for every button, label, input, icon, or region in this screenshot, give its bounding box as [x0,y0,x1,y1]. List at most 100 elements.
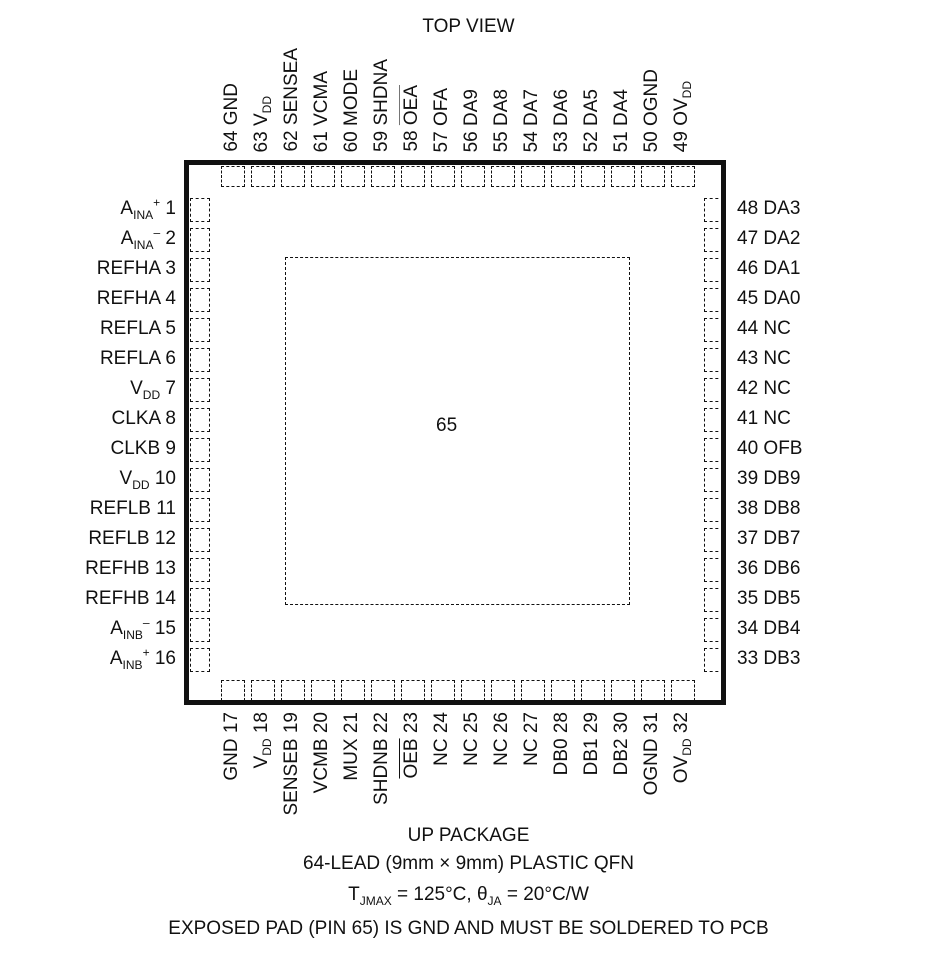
pin-name: CLKA [111,408,161,429]
pin-label-31: OGND 31 [641,712,664,796]
pin-name: V [251,755,272,769]
pin-pad-10 [190,468,210,492]
pin-pad-32 [671,680,695,701]
pin-name: DA1 [763,258,801,279]
pin-label-49: 49 OVDD [671,81,694,152]
pin-label-63: 63 VDD [251,95,274,152]
pin-number: 23 [401,712,422,734]
pin-number: 54 [521,130,542,152]
pin-name-superscript: + [142,645,150,660]
pin-number: 18 [251,712,272,734]
pin-label-34: 34 DB4 [737,619,800,639]
pin-number: 9 [165,438,176,459]
pin-pad-3 [190,258,210,282]
pin-pad-23 [401,680,425,701]
pin-pad-53 [551,166,575,187]
pin-pad-26 [491,680,515,701]
pin-label-17: GND 17 [221,712,244,781]
pin-number: 29 [581,712,602,734]
pin-label-48: 48 DA3 [737,199,800,219]
pin-pad-35 [704,588,724,612]
pin-name: OEB [401,738,422,779]
pin-number: 5 [165,318,176,339]
pin-name: DB4 [763,618,801,639]
pin-label-10: VDD 10 [120,468,176,492]
pin-number: 52 [581,130,602,152]
pin-name: OGND [641,68,662,126]
pin-number: 46 [737,258,759,279]
pin-name: OEA [401,85,422,126]
pin-name: REFLA [99,318,161,339]
pin-label-7: VDD 7 [130,378,176,401]
pin-name-subscript: DD [259,738,274,756]
pin-pad-43 [704,348,724,372]
pin-pad-12 [190,528,210,552]
pin-number: 31 [641,712,662,734]
pin-label-14: REFHB 14 [85,589,176,609]
pin-number: 25 [461,712,482,734]
pin-name: DA2 [763,228,801,249]
pin-number: 35 [737,588,759,609]
pin-label-27: NC 27 [521,712,544,766]
pin-number: 10 [154,468,176,489]
pin-name-subscript: INA [133,237,154,252]
pin-number: 45 [737,288,759,309]
pin-number: 8 [165,408,176,429]
pin-number: 3 [165,258,176,279]
pin-label-40: 40 OFB [737,439,802,459]
pin-label-19: SENSEB 19 [281,712,304,816]
pin-label-42: 42 NC [737,379,791,399]
pin-label-28: DB0 28 [551,712,574,775]
pin-name: REFHA [96,258,161,279]
pin-number: 48 [737,198,759,219]
pin-label-32: OVDD 32 [671,712,694,783]
pin-name: DB6 [763,558,801,579]
pin-pad-37 [704,528,724,552]
pin-name: NC [491,738,512,766]
pin-pad-61 [311,166,335,187]
pin-number: 13 [154,558,176,579]
pin-label-15: AINB– 15 [110,617,176,641]
pin-name: OGND [641,738,662,796]
pin-label-3: REFHA 3 [97,259,176,279]
pin-label-46: 46 DA1 [737,259,800,279]
pin-name: V [130,378,143,399]
pin-label-54: 54 DA7 [521,89,544,152]
pin-name-subscript: DD [259,95,274,113]
pin-label-47: 47 DA2 [737,229,800,249]
pin-label-18: VDD 18 [251,712,274,769]
pin-name: OV [671,98,692,126]
pin-label-30: DB2 30 [611,712,634,775]
pin-label-53: 53 DA6 [551,89,574,152]
pin-name-subscript: INB [122,657,143,672]
pin-pad-54 [521,166,545,187]
pin-pad-44 [704,318,724,342]
pin-pad-11 [190,498,210,522]
pin-pad-2 [190,228,210,252]
pin-pad-49 [671,166,695,187]
pin-name: NC [763,408,791,429]
pin-pad-15 [190,618,210,642]
pin-number: 32 [671,712,692,734]
pin-label-5: REFLA 5 [100,319,176,339]
pin-name: VCMB [311,738,332,794]
pin-pad-1 [190,198,210,222]
pin-pad-52 [581,166,605,187]
pin-name: DA4 [611,88,632,126]
pin-number: 62 [281,130,302,152]
pin-pad-46 [704,258,724,282]
pin-number: 26 [491,712,512,734]
pin-label-25: NC 25 [461,712,484,766]
pin-name: NC [461,738,482,766]
pin-number: 17 [221,712,242,734]
pin-number: 12 [154,528,176,549]
pin-label-44: 44 NC [737,319,791,339]
pin-name: SENSEB [281,738,302,816]
pin-name: DB1 [581,738,602,776]
pin-label-60: 60 MODE [341,69,364,152]
pin-name: REFHB [85,558,150,579]
pin-name: MUX [341,738,362,781]
pin-name-subscript: DD [132,477,150,492]
pin-name: NC [763,318,791,339]
pin-number: 60 [341,130,362,152]
